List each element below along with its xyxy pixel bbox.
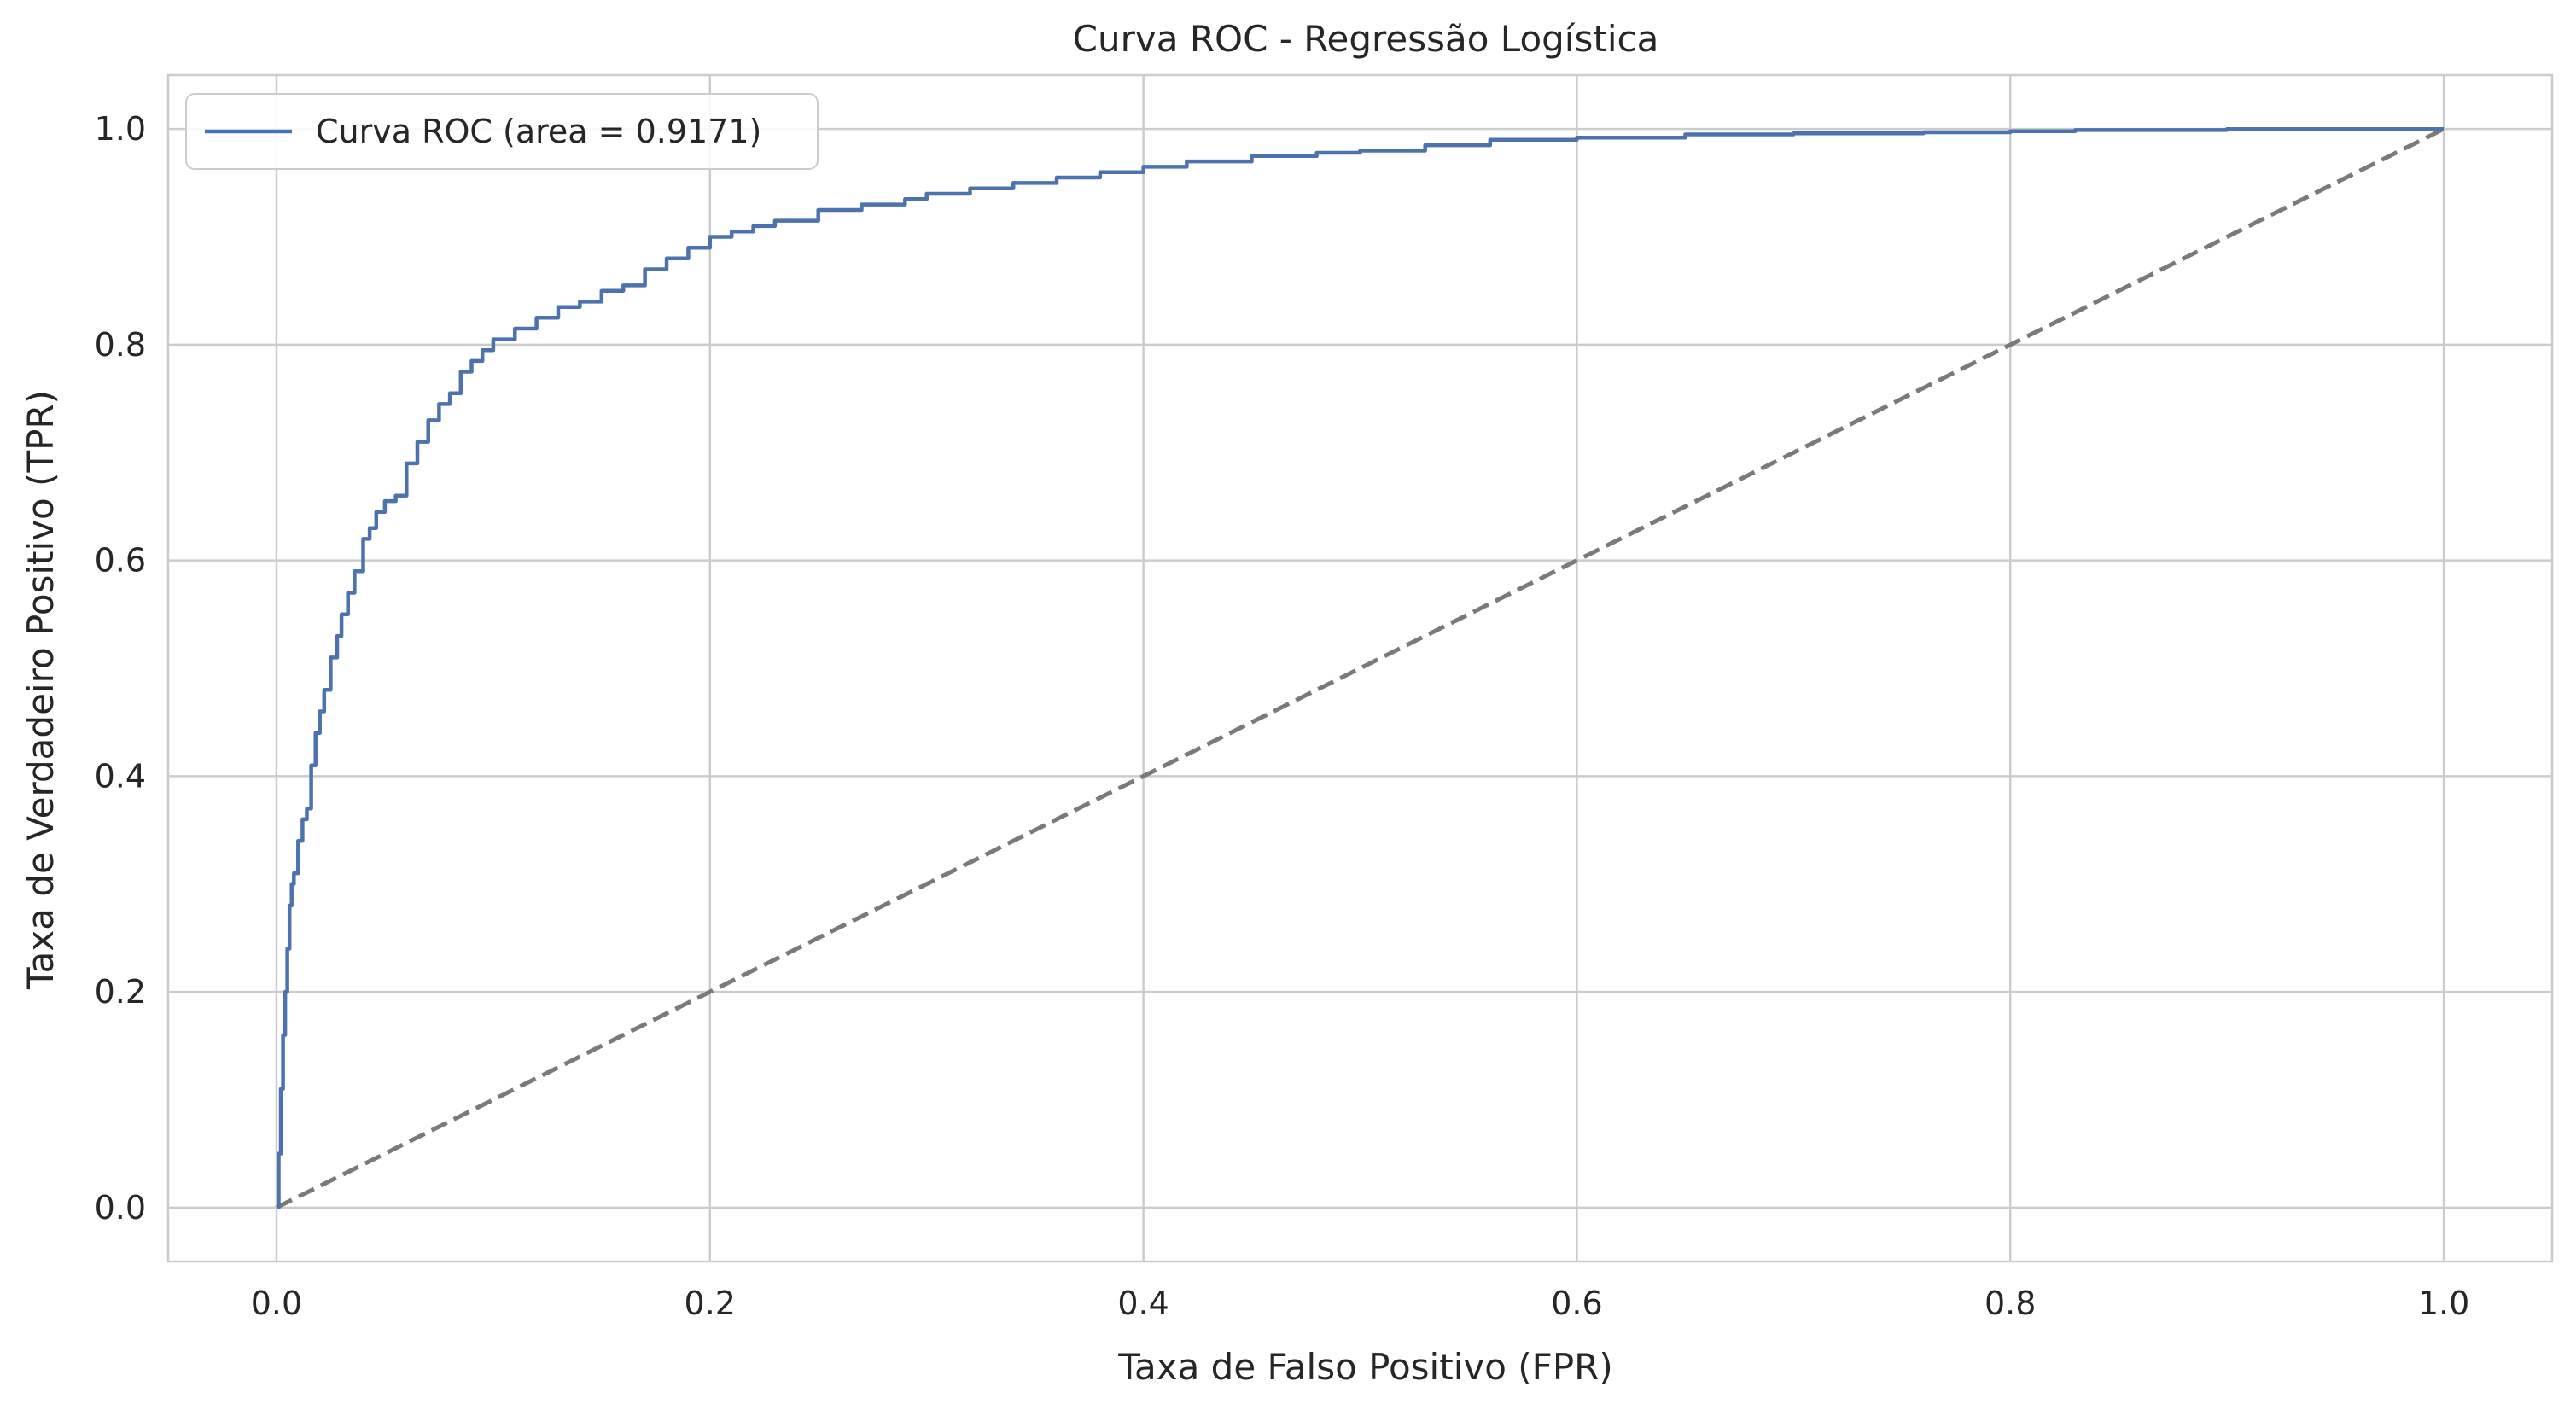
y-tick-label: 0.8 bbox=[95, 326, 146, 364]
x-tick-label: 0.4 bbox=[1117, 1285, 1169, 1322]
x-tick-label: 0.0 bbox=[251, 1285, 302, 1322]
legend: Curva ROC (area = 0.9171) bbox=[185, 93, 819, 170]
plot-frame bbox=[166, 73, 2554, 1263]
chance-diagonal-line bbox=[275, 126, 2445, 1210]
x-tick-label: 0.2 bbox=[685, 1285, 736, 1322]
y-axis-label: Taxa de Verdadeiro Positivo (TPR) bbox=[20, 390, 61, 990]
y-tick-label: 1.0 bbox=[95, 110, 146, 148]
chart-title: Curva ROC - Regressão Logística bbox=[1073, 18, 1659, 60]
x-tick-label: 1.0 bbox=[2418, 1285, 2469, 1322]
y-tick-label: 0.2 bbox=[95, 973, 146, 1011]
x-axis-label: Taxa de Falso Positivo (FPR) bbox=[1117, 1346, 1612, 1388]
x-tick-label: 0.6 bbox=[1551, 1285, 1602, 1322]
legend-label: Curva ROC (area = 0.9171) bbox=[316, 113, 761, 150]
roc-curve-line bbox=[277, 126, 2444, 1210]
x-tick-label: 0.8 bbox=[1984, 1285, 2036, 1322]
x-axis-ticks: 0.0 0.2 0.4 0.6 0.8 1.0 bbox=[251, 1285, 2470, 1322]
series-lines bbox=[275, 126, 2445, 1210]
grid-lines bbox=[168, 75, 2552, 1261]
y-tick-label: 0.4 bbox=[95, 757, 146, 795]
y-tick-label: 0.0 bbox=[95, 1189, 146, 1226]
y-tick-label: 0.6 bbox=[95, 542, 146, 580]
legend-box bbox=[185, 93, 819, 170]
y-axis-ticks: 0.0 0.2 0.4 0.6 0.8 1.0 bbox=[95, 110, 146, 1226]
